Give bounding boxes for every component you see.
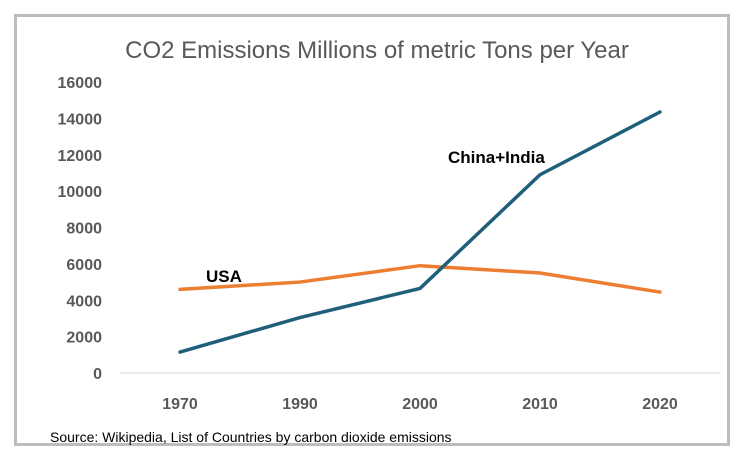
source-note: Source: Wikipedia, List of Countries by … (50, 429, 452, 445)
y-tick-label: 10000 (58, 184, 103, 201)
series-lines (178, 110, 662, 354)
y-tick-label: 14000 (58, 111, 103, 128)
series-line-usa (178, 263, 662, 294)
y-tick-label: 4000 (66, 293, 102, 310)
x-axis-ticks: 1970 1990 2000 2010 2020 (162, 396, 678, 413)
series-label-usa: USA (206, 267, 242, 286)
y-tick-label: 8000 (66, 221, 102, 238)
series-label-china-india: China+India (448, 148, 545, 167)
x-tick-label: 2010 (522, 396, 558, 413)
x-tick-label: 1990 (282, 396, 318, 413)
y-tick-label: 6000 (66, 257, 102, 274)
y-tick-label: 12000 (58, 148, 103, 165)
x-tick-label: 2000 (402, 396, 438, 413)
x-tick-label: 2020 (642, 396, 678, 413)
chart-frame (14, 14, 730, 446)
series-line-china-india (178, 110, 662, 354)
y-axis-ticks: 0 2000 4000 6000 8000 10000 12000 14000 16000 (58, 75, 103, 383)
x-tick-label: 1970 (162, 396, 198, 413)
y-tick-label: 16000 (58, 75, 103, 92)
chart-title: CO2 Emissions Millions of metric Tons pe… (125, 37, 629, 64)
y-tick-label: 2000 (66, 330, 102, 347)
y-tick-label: 0 (93, 366, 102, 383)
